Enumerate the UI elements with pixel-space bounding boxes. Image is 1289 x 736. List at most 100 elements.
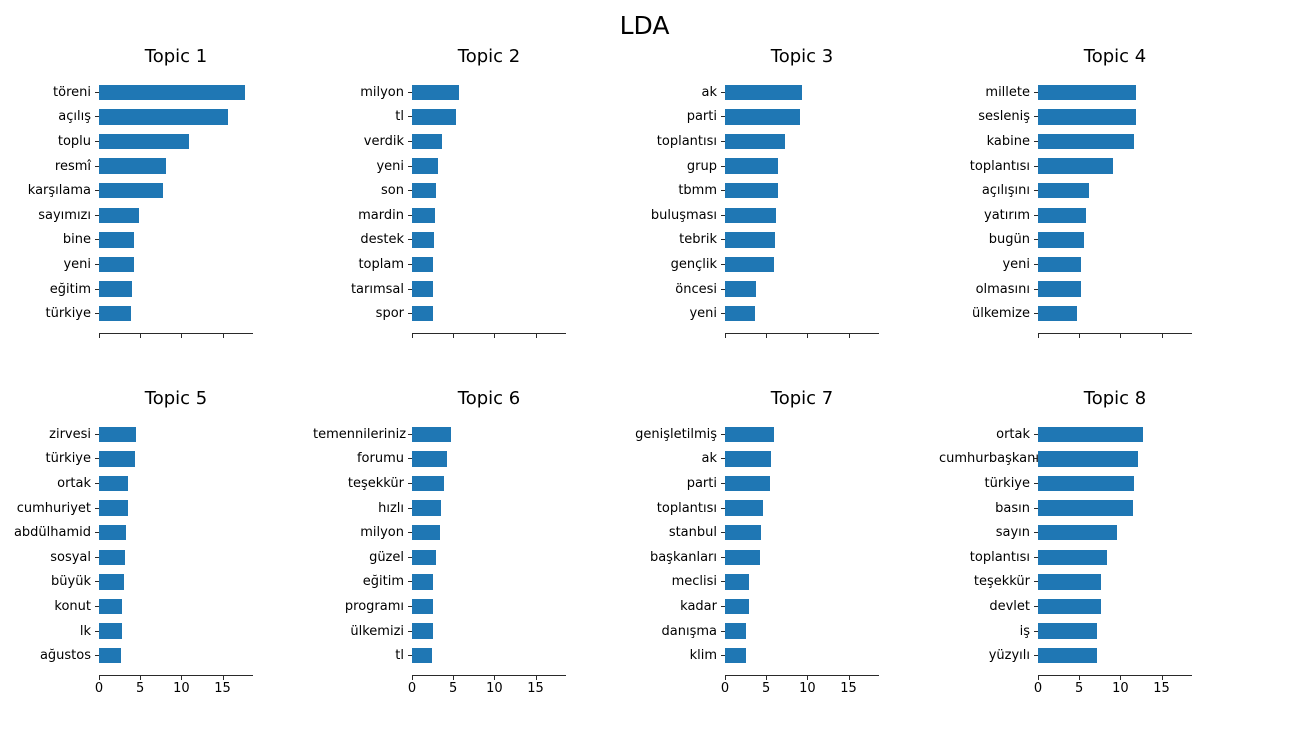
bar xyxy=(99,305,132,322)
x-tick-label: 0 xyxy=(407,680,417,696)
category-label: ak xyxy=(701,84,718,100)
category-label: açılış xyxy=(58,109,91,125)
bar xyxy=(725,426,774,443)
bar xyxy=(99,574,124,590)
y-tick-mark xyxy=(408,214,412,216)
bar xyxy=(99,451,136,467)
x-axis-line xyxy=(412,332,566,334)
y-tick-mark xyxy=(1034,630,1038,632)
x-axis: 0 5 10 15 xyxy=(1034,674,1192,699)
bar-row: tl xyxy=(313,643,626,668)
y-tick-mark xyxy=(1034,556,1038,558)
bar-row: türkiye xyxy=(0,447,313,472)
y-tick-mark xyxy=(721,140,725,142)
bar-row: toplu xyxy=(0,129,313,154)
bar xyxy=(99,524,127,541)
category-label: sosyal xyxy=(50,549,91,565)
bar xyxy=(1038,109,1136,125)
bar xyxy=(99,549,126,566)
x-tick-mark xyxy=(494,333,496,338)
bar-row: zirvesi xyxy=(0,422,313,447)
bar-row: sosyal xyxy=(0,545,313,570)
bar-row: yüzyılı xyxy=(939,643,1252,668)
category-label: yeni xyxy=(1002,256,1030,272)
y-tick-mark xyxy=(1034,288,1038,290)
bar xyxy=(725,623,746,639)
bar xyxy=(725,574,749,590)
bar xyxy=(99,426,137,443)
y-tick-mark xyxy=(1034,482,1038,484)
bar-row: buluşması xyxy=(626,203,939,228)
bar-row: tebrik xyxy=(626,228,939,253)
bar xyxy=(1038,647,1097,664)
chart-title: Topic 3 xyxy=(770,46,834,67)
category-label: güzel xyxy=(369,549,404,565)
category-label: toplantısı xyxy=(656,500,717,516)
y-tick-mark xyxy=(408,507,412,509)
category-label: stanbul xyxy=(668,525,717,541)
bar xyxy=(725,232,776,248)
bar-row: danışma xyxy=(626,619,939,644)
y-tick-mark xyxy=(95,532,99,534)
y-tick-mark xyxy=(408,313,412,315)
y-tick-mark xyxy=(1034,239,1038,241)
bar-row: tl xyxy=(313,105,626,130)
bar-row: cumhuriyet xyxy=(0,496,313,521)
y-tick-mark xyxy=(95,313,99,315)
y-tick-mark xyxy=(95,507,99,509)
x-tick-mark xyxy=(1079,333,1081,338)
y-tick-mark xyxy=(95,165,99,167)
y-tick-mark xyxy=(1034,263,1038,265)
category-label: tarımsal xyxy=(350,281,404,297)
bar xyxy=(99,256,134,273)
category-label: spor xyxy=(375,306,404,322)
bar xyxy=(99,182,164,199)
bars-group: ortak cumhurbaşkanı türkiye basın sayın topla… xyxy=(939,422,1252,668)
bar-row: eğitim xyxy=(313,570,626,595)
y-tick-mark xyxy=(1034,532,1038,534)
x-axis xyxy=(725,332,879,357)
bar xyxy=(412,256,434,273)
bar-row: genişletilmiş xyxy=(626,422,939,447)
x-axis: 0 5 10 15 xyxy=(408,674,566,699)
x-tick-label: 15 xyxy=(527,680,544,696)
y-tick-mark xyxy=(95,482,99,484)
bar-row: hızlı xyxy=(313,496,626,521)
bar-row: spor xyxy=(313,301,626,326)
category-label: yatırım xyxy=(984,207,1030,223)
bar-row: sayımızı xyxy=(0,203,313,228)
category-label: tbmm xyxy=(678,183,717,199)
x-tick-mark xyxy=(222,333,224,338)
bar-row: ülkemizi xyxy=(313,619,626,644)
bar xyxy=(99,647,122,664)
x-tick-label: 0 xyxy=(720,680,730,696)
category-label: yeni xyxy=(376,158,404,174)
bar-row: bugün xyxy=(939,228,1252,253)
y-tick-mark xyxy=(721,116,725,118)
bar-row: açılış xyxy=(0,105,313,130)
category-label: konut xyxy=(54,598,91,614)
category-label: abdülhamid xyxy=(13,525,91,541)
bar-row: toplantısı xyxy=(626,496,939,521)
bar-row: olmasını xyxy=(939,277,1252,302)
y-tick-mark xyxy=(95,630,99,632)
bar xyxy=(1038,133,1134,150)
bar-row: parti xyxy=(626,471,939,496)
category-label: töreni xyxy=(53,84,91,100)
chart-title: Topic 6 xyxy=(457,388,521,409)
category-label: son xyxy=(381,183,404,199)
x-tick-mark xyxy=(725,333,726,338)
y-tick-mark xyxy=(95,239,99,241)
bar-row: büyük xyxy=(0,570,313,595)
category-label: verdik xyxy=(363,133,404,149)
x-tick-mark xyxy=(99,333,100,338)
category-label: parti xyxy=(686,475,717,491)
y-tick-mark xyxy=(721,507,725,509)
y-tick-mark xyxy=(95,655,99,657)
category-label: karşılama xyxy=(27,183,91,199)
category-label: kabine xyxy=(986,133,1030,149)
y-tick-mark xyxy=(721,655,725,657)
bar xyxy=(99,84,245,101)
bar xyxy=(412,305,434,322)
category-label: ak xyxy=(701,451,718,467)
